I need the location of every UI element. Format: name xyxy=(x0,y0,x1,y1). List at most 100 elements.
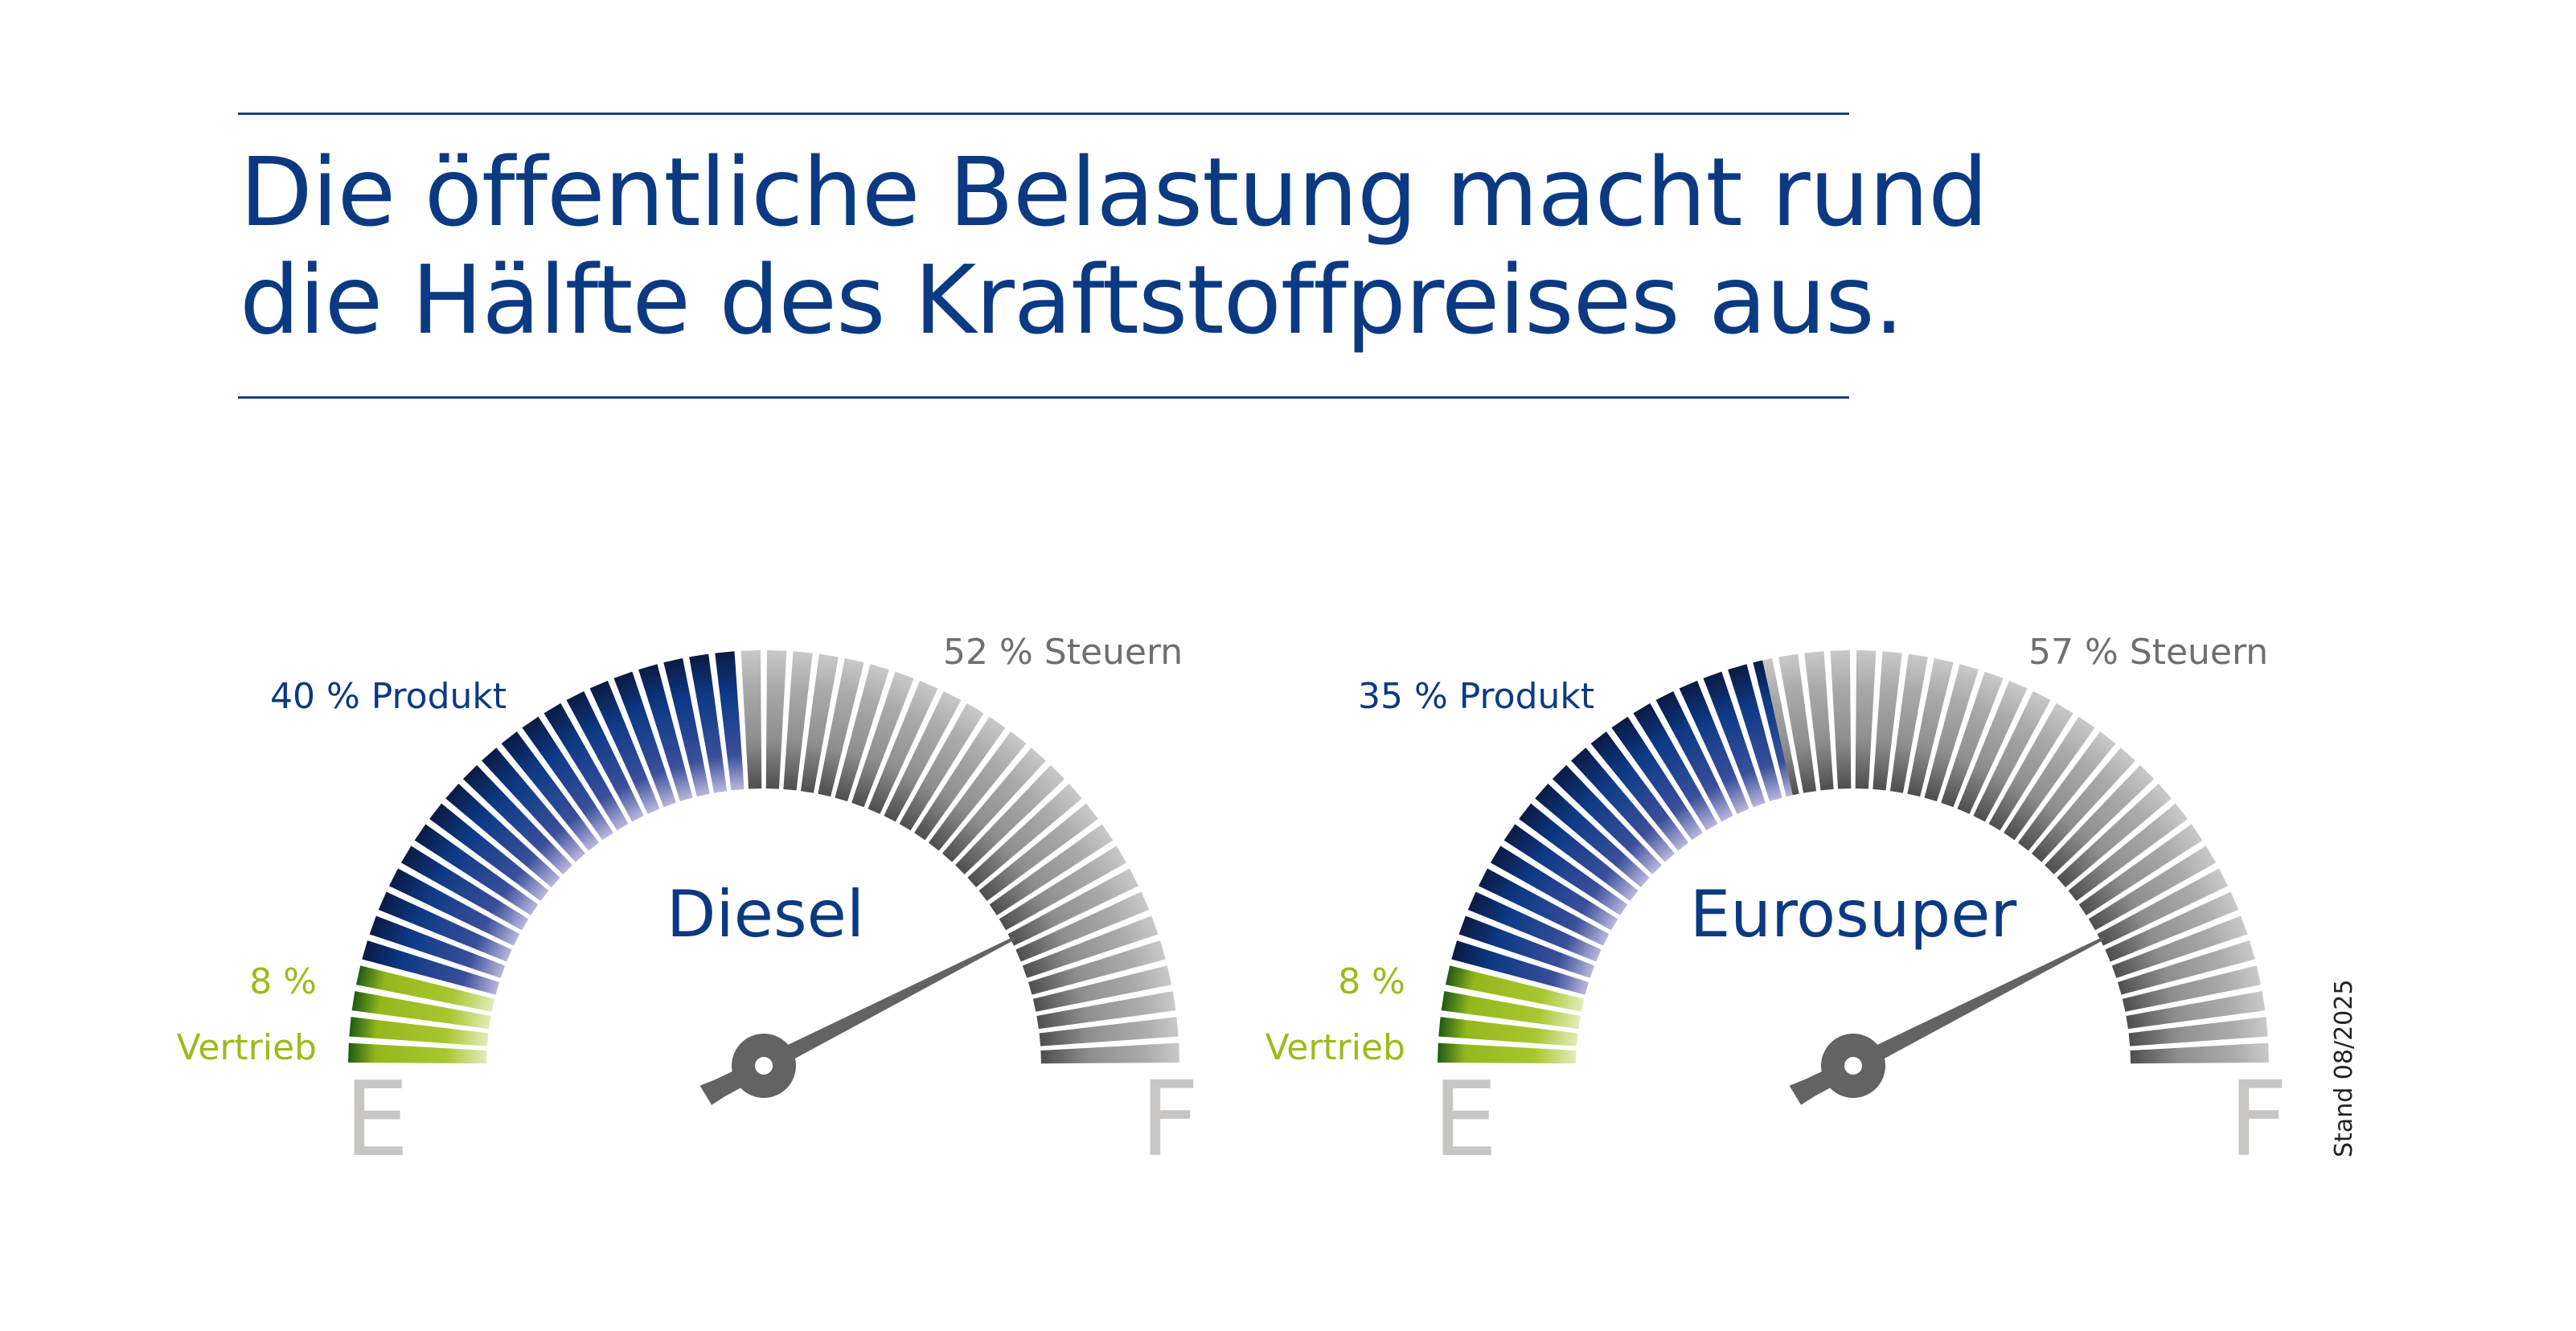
gauge-bar-produkt xyxy=(1552,764,1662,874)
gauge-bar-produkt xyxy=(1703,671,1766,808)
eurosuper-title: Eurosuper xyxy=(1689,877,2017,952)
gauge-bar-steuern xyxy=(2031,747,2135,862)
gauge-bar-produkt xyxy=(1535,784,1650,888)
gauge-bar-steuern xyxy=(1988,702,2074,831)
gauge-bar-steuern xyxy=(2128,1017,2268,1046)
gauge-bar-steuern xyxy=(1036,991,1176,1030)
gauge-bar-produkt xyxy=(445,784,560,888)
gauge-bar-steuern xyxy=(1015,891,1150,962)
gauge-bar-produkt xyxy=(1458,915,1595,978)
gauge-bar-vertrieb xyxy=(349,1017,489,1046)
gauge-bar-produkt xyxy=(378,891,512,962)
gauge-bar-steuern xyxy=(1007,868,1139,946)
gauge-bar-vertrieb xyxy=(1445,965,1585,1012)
diesel-empty-letter: E xyxy=(344,1060,409,1180)
gauge-bar-vertrieb xyxy=(351,991,491,1030)
gauge-bar-vertrieb xyxy=(1438,1017,1578,1046)
eurosuper-steuern-label: 57 % Steuern xyxy=(2028,632,2269,673)
gauge-bar-produkt xyxy=(462,764,572,874)
gauge-bar-produkt xyxy=(429,803,549,902)
gauge-bar-produkt xyxy=(1503,824,1628,915)
gauge-bar-produkt xyxy=(1590,731,1689,851)
gauge-bar-steuern xyxy=(1778,653,1817,793)
gauge-bar-steuern xyxy=(2111,915,2248,978)
gauge-bar-steuern xyxy=(2122,965,2262,1012)
gauge-bar-steuern xyxy=(2130,1042,2269,1064)
footnote-date: Stand 08/2025 xyxy=(2330,979,2358,1157)
gauge-bar-steuern xyxy=(1907,657,1954,797)
gauge-bar-steuern xyxy=(765,650,787,789)
gauge-bar-produkt xyxy=(482,747,586,862)
diesel-title: Diesel xyxy=(666,877,865,952)
gauge-bar-steuern xyxy=(1924,664,1979,802)
page-title: Die öffentliche Belastung macht rund die… xyxy=(240,137,1988,355)
gauge-bar-produkt xyxy=(388,868,520,946)
gauge-bar-produkt xyxy=(1655,690,1733,822)
gauge-bar-steuern xyxy=(851,671,914,808)
gauge-bar-steuern xyxy=(1941,671,2004,808)
gauge-bar-produkt xyxy=(1753,660,1793,797)
gauge-bar-produkt xyxy=(1519,803,1639,902)
gauge-bar-steuern xyxy=(1957,680,2028,814)
diesel-steuern-label: 52 % Steuern xyxy=(943,632,1183,673)
gauge-bar-produkt xyxy=(1490,846,1618,931)
gauge-bar-produkt xyxy=(1478,868,1610,946)
gauge-bar-produkt xyxy=(1451,940,1589,995)
gauge-bar-produkt xyxy=(1633,702,1718,831)
top-rule xyxy=(238,113,1849,115)
gauge-bar-steuern xyxy=(967,784,1082,888)
gauge-bar-steuern xyxy=(868,680,938,814)
gauge-bar-steuern xyxy=(1022,915,1159,978)
diesel-produkt-label: 40 % Produkt xyxy=(270,676,507,717)
gauge-bar-steuern xyxy=(835,664,889,802)
gauge-bar-steuern xyxy=(2068,803,2188,902)
gauge-bar-produkt xyxy=(362,940,500,995)
gauge-needle xyxy=(1789,936,2105,1105)
gauge-needle xyxy=(699,936,1015,1105)
gauge-bar-produkt xyxy=(1728,664,1782,802)
gauge-bar-steuern xyxy=(2126,991,2266,1030)
gauge-bar-produkt xyxy=(544,702,629,831)
gauge-bar-steuern xyxy=(2097,868,2229,946)
diesel-vertrieb-label: Vertrieb xyxy=(176,1027,317,1068)
gauge-bar-steuern xyxy=(2088,846,2217,931)
eurosuper-vertrieb-label: Vertrieb xyxy=(1265,1027,1405,1068)
gauge-bar-steuern xyxy=(955,764,1065,874)
gauge-bar-produkt xyxy=(689,653,728,793)
eurosuper-vertrieb-percent: 8 % xyxy=(1338,961,1405,1002)
gauge-bar-produkt xyxy=(522,716,613,841)
gauge-bar-produkt xyxy=(501,731,600,851)
gauge-bar-steuern xyxy=(2017,731,2116,851)
gauge-bar-steuern xyxy=(2045,764,2155,874)
gauge-bar-produkt xyxy=(1679,680,1749,814)
title-line-2: die Hälfte des Kraftstoffpreises aus. xyxy=(240,244,1904,355)
gauge-bar-produkt xyxy=(613,671,676,808)
gauge-bar-steuern xyxy=(884,690,962,822)
bottom-rule xyxy=(238,396,1849,399)
gauge-bar-steuern xyxy=(1889,653,1928,793)
gauge-bar-produkt xyxy=(414,824,539,915)
gauge-bar-produkt xyxy=(589,680,660,814)
needle-hub-hole xyxy=(755,1057,773,1075)
needle-hub-hole xyxy=(1844,1057,1862,1075)
gauge-bar-steuern xyxy=(2057,784,2172,888)
gauge-bar-steuern xyxy=(1973,690,2051,822)
gauge-bar-steuern xyxy=(1028,940,1166,995)
gauge-bar-steuern xyxy=(1040,1042,1179,1064)
gauge-bar-steuern xyxy=(899,702,984,831)
gauge-bar-steuern xyxy=(1855,650,1877,789)
diesel-full-letter: F xyxy=(1140,1060,1200,1180)
gauge-bar-produkt xyxy=(369,915,506,978)
title-line-1: Die öffentliche Belastung macht rund xyxy=(240,137,1988,248)
gauge-bar-produkt xyxy=(1611,716,1703,841)
gauge-bar-steuern xyxy=(2004,716,2095,841)
gauge-bar-steuern xyxy=(2117,940,2255,995)
gauge-bar-steuern xyxy=(800,653,839,793)
gauge-bar-steuern xyxy=(740,650,762,789)
gauge-bar-produkt xyxy=(1467,891,1602,962)
gauge-bar-steuern xyxy=(1032,965,1172,1012)
gauge-bar-steuern xyxy=(978,803,1098,902)
gauge-bar-produkt xyxy=(1571,747,1676,862)
gauge-bar-steuern xyxy=(2105,891,2239,962)
